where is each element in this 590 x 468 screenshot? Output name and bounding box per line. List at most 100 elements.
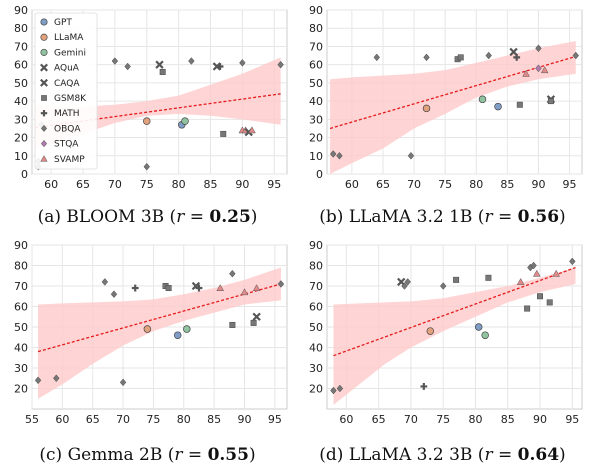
y-tick-label: 20 bbox=[309, 383, 323, 396]
y-tick-label: 70 bbox=[309, 40, 323, 53]
caption-b: (b) LLaMA 3.2 1B (r = 0.56) bbox=[295, 207, 590, 227]
x-tick-label: 80 bbox=[468, 413, 482, 426]
y-tick-label: 40 bbox=[14, 95, 28, 108]
data-point bbox=[252, 284, 261, 292]
y-tick-label: 60 bbox=[14, 301, 28, 314]
confidence-band bbox=[38, 267, 281, 399]
data-points bbox=[34, 269, 285, 387]
data-point bbox=[513, 53, 521, 61]
y-tick-label: 70 bbox=[14, 280, 28, 293]
y-tick-label: 30 bbox=[14, 113, 28, 126]
x-tick-label: 65 bbox=[76, 178, 90, 191]
x-tick-label: 90 bbox=[533, 413, 547, 426]
data-point bbox=[240, 288, 249, 296]
x-tick-label: 75 bbox=[436, 413, 450, 426]
y-tick-label: 60 bbox=[309, 301, 323, 314]
data-point bbox=[401, 282, 408, 290]
legend-marker bbox=[40, 155, 48, 162]
x-tick-label: 75 bbox=[438, 178, 452, 191]
y-tick-label: 70 bbox=[309, 280, 323, 293]
data-point bbox=[119, 378, 127, 387]
y-tick-label: 80 bbox=[309, 22, 323, 35]
caption-r-value: 0.55 bbox=[207, 445, 249, 465]
data-point bbox=[547, 98, 554, 105]
legend-marker bbox=[41, 95, 47, 101]
legend-label: GSM8K bbox=[54, 94, 87, 104]
data-point bbox=[159, 68, 166, 75]
data-point bbox=[535, 64, 542, 73]
y-tick-label: 0 bbox=[316, 168, 323, 181]
regression-line bbox=[37, 283, 282, 353]
legend-marker bbox=[40, 48, 48, 56]
caption-prefix: (c) Gemma 2B ( bbox=[39, 445, 175, 465]
chart-llama-3-2-3b: 60 65 70 75 80 85 90 95 20 30 40 50 60 70 80 90 bbox=[309, 239, 583, 426]
y-tick-label: 40 bbox=[309, 342, 323, 355]
legend-label: AQuA bbox=[54, 64, 80, 74]
y-tick-label: 30 bbox=[309, 113, 323, 126]
data-point bbox=[220, 130, 227, 137]
caption-r-value: 0.25 bbox=[209, 207, 251, 227]
y-tick-label: 50 bbox=[309, 77, 323, 90]
data-point bbox=[426, 327, 435, 335]
data-point bbox=[143, 117, 151, 125]
data-point bbox=[336, 151, 343, 160]
data-point bbox=[181, 117, 189, 125]
x-tick-label: 55 bbox=[25, 413, 39, 426]
data-point bbox=[485, 274, 492, 281]
y-tick-label: 90 bbox=[309, 4, 323, 17]
legend-label: CAQA bbox=[54, 79, 80, 89]
x-tick-label: 75 bbox=[140, 178, 154, 191]
legend-label: GPT bbox=[54, 18, 72, 28]
caption-suffix: ) bbox=[250, 207, 258, 227]
caption-suffix: ) bbox=[559, 445, 566, 465]
data-point bbox=[474, 323, 483, 331]
y-tick-label: 90 bbox=[14, 239, 28, 252]
y-tick-label: 60 bbox=[14, 59, 28, 72]
data-point bbox=[183, 325, 191, 333]
data-point bbox=[439, 282, 447, 290]
caption-r-symbol: r bbox=[484, 445, 493, 465]
data-point bbox=[478, 95, 487, 104]
y-tick-label: 20 bbox=[309, 132, 323, 145]
data-point bbox=[423, 53, 430, 62]
caption-prefix: (a) BLOOM 3B ( bbox=[37, 207, 177, 227]
x-tick-label: 60 bbox=[44, 178, 58, 191]
y-tick-label: 0 bbox=[21, 168, 28, 181]
legend-marker bbox=[40, 78, 48, 87]
legend-box bbox=[34, 12, 98, 170]
legend-label: OBQA bbox=[54, 124, 81, 134]
data-point bbox=[530, 261, 537, 270]
x-tick-label: 95 bbox=[565, 413, 579, 426]
x-tick-label: 85 bbox=[501, 413, 515, 426]
y-tick-label: 10 bbox=[14, 150, 28, 163]
data-point bbox=[53, 374, 60, 383]
x-tick-label: 85 bbox=[207, 413, 221, 426]
data-point bbox=[195, 284, 203, 292]
data-point bbox=[277, 280, 285, 288]
data-point bbox=[540, 66, 549, 74]
chart-bloom-3b: 60 65 70 75 80 85 90 95 0 10 20 30 40 50 60 70 80 90 GPT LL… bbox=[14, 4, 288, 191]
data-point bbox=[143, 325, 152, 333]
chart-gemma-2b: 55 60 65 70 75 80 85 90 95 20 30 40 50 60 70 80 90 bbox=[14, 239, 288, 426]
legend-marker bbox=[40, 33, 48, 41]
data-point bbox=[404, 278, 411, 286]
data-point bbox=[522, 69, 530, 77]
y-tick-label: 40 bbox=[14, 342, 28, 355]
legend-marker bbox=[40, 110, 48, 117]
x-tick-label: 90 bbox=[238, 413, 252, 426]
x-tick-label: 95 bbox=[268, 413, 282, 426]
legend-marker bbox=[40, 63, 48, 72]
data-point bbox=[532, 269, 541, 277]
x-tick-label: 80 bbox=[469, 178, 483, 191]
y-tick-label: 70 bbox=[14, 40, 28, 53]
y-tick-label: 80 bbox=[14, 260, 28, 273]
data-point bbox=[143, 162, 150, 171]
data-point bbox=[373, 53, 380, 62]
data-point bbox=[124, 62, 131, 71]
data-point bbox=[407, 151, 415, 160]
data-point bbox=[336, 384, 344, 393]
caption-c: (c) Gemma 2B (r = 0.55) bbox=[0, 445, 295, 465]
data-point bbox=[330, 386, 337, 395]
y-tick-label: 20 bbox=[14, 383, 28, 396]
legend: GPT LLaMA Gemini AQuA CAQA GSM8K MATH OBQA STQA S… bbox=[34, 12, 98, 170]
